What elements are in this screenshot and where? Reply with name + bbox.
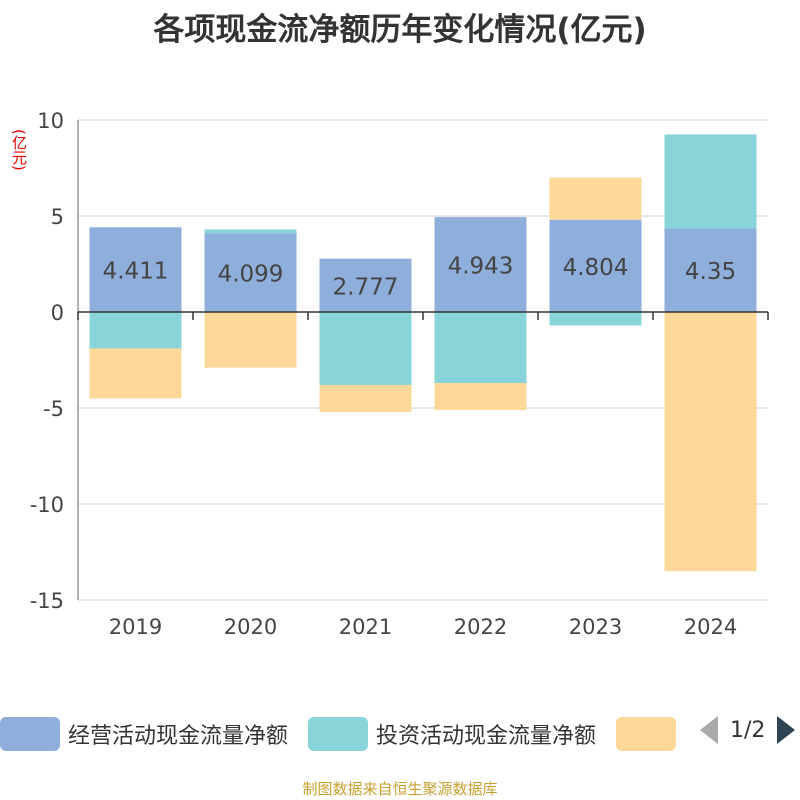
data-label-2019: 4.411 bbox=[103, 259, 169, 285]
legend-swatch-investing bbox=[308, 717, 369, 751]
bar-2-2023 bbox=[549, 312, 642, 326]
data-label-2023: 4.804 bbox=[563, 255, 629, 281]
bar-2-2024 bbox=[664, 134, 757, 229]
bar-2-2019 bbox=[89, 312, 182, 349]
bar-2-2020 bbox=[204, 229, 297, 234]
x-tick-label: 2020 bbox=[224, 615, 277, 639]
data-source-note: 制图数据来自恒生聚源数据库 bbox=[302, 780, 498, 798]
y-axis-unit-label: (亿元) bbox=[10, 129, 28, 171]
bar-2-2022 bbox=[434, 312, 527, 384]
legend-next-page-icon[interactable] bbox=[777, 716, 796, 744]
bar-1-2022 bbox=[434, 217, 527, 312]
bar-1-2021 bbox=[319, 258, 412, 312]
bar-3-2019 bbox=[89, 348, 182, 399]
bar-1-2019 bbox=[89, 227, 182, 312]
data-label-2020: 4.099 bbox=[218, 262, 284, 288]
bar-3-2020 bbox=[204, 312, 297, 368]
x-tick-label: 2023 bbox=[569, 615, 622, 639]
x-tick-label: 2021 bbox=[339, 615, 392, 639]
data-label-2024: 4.35 bbox=[685, 259, 736, 285]
legend-swatch-financing bbox=[616, 717, 677, 751]
bar-1-2020 bbox=[204, 233, 297, 312]
y-tick-label: -15 bbox=[30, 589, 64, 613]
legend-item-investing[interactable]: 投资活动现金流量净额 bbox=[308, 717, 596, 751]
chart-title: 各项现金流净额历年变化情况(亿元) bbox=[153, 12, 647, 48]
legend-label-investing: 投资活动现金流量净额 bbox=[376, 724, 597, 749]
legend-item-financing[interactable] bbox=[616, 717, 684, 751]
bar-3-2024 bbox=[664, 312, 757, 572]
bar-1-2024 bbox=[664, 228, 757, 312]
y-tick-label: 5 bbox=[51, 205, 64, 229]
y-tick-label: 0 bbox=[51, 301, 64, 325]
data-label-2021: 2.777 bbox=[333, 274, 399, 300]
x-tick-label: 2024 bbox=[684, 615, 737, 639]
legend-prev-page-icon[interactable] bbox=[700, 716, 718, 744]
bar-2-2021 bbox=[319, 312, 412, 385]
legend-item-operating[interactable]: 经营活动现金流量净额 bbox=[0, 717, 288, 751]
y-tick-label: -10 bbox=[30, 493, 64, 517]
bar-3-2022 bbox=[434, 383, 527, 410]
x-tick-label: 2022 bbox=[454, 615, 507, 639]
bar-1-2023 bbox=[549, 219, 642, 312]
bar-3-2023 bbox=[549, 177, 642, 220]
data-label-2022: 4.943 bbox=[448, 254, 514, 280]
y-tick-label: -5 bbox=[43, 397, 64, 421]
bar-chart: 10 5 0 -5 -10 -15 2019 2020 2021 2022 2023 2024 4.4… bbox=[30, 109, 769, 639]
chart-legend: 经营活动现金流量净额 投资活动现金流量净额 1/2 bbox=[0, 712, 800, 756]
legend-label-operating: 经营活动现金流量净额 bbox=[68, 724, 289, 749]
y-tick-label: 10 bbox=[37, 109, 64, 133]
legend-swatch-operating bbox=[0, 717, 60, 751]
x-tick-label: 2019 bbox=[109, 615, 162, 639]
legend-pager: 1/2 bbox=[700, 716, 796, 744]
legend-page-indicator: 1/2 bbox=[730, 717, 766, 743]
bar-3-2021 bbox=[319, 384, 412, 412]
